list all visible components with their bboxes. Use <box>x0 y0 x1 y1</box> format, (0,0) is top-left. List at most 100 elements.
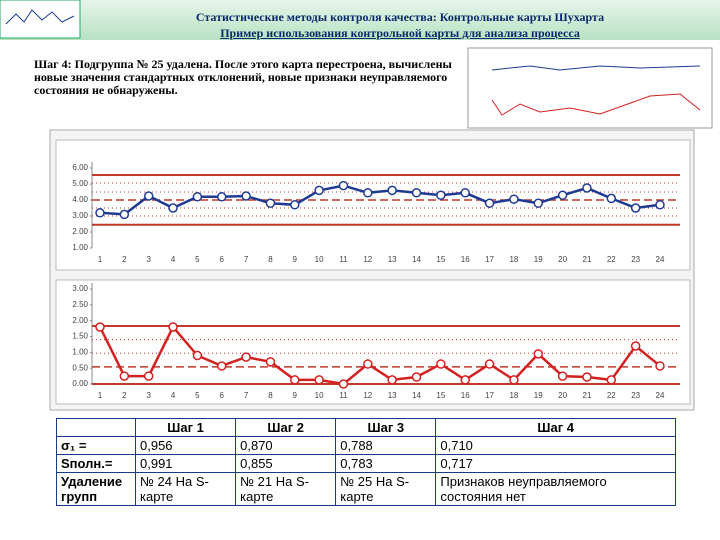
point <box>509 194 519 204</box>
row: σ₁ = 0,956 0,870 0,788 0,710 <box>56 436 676 455</box>
thumb-line <box>491 93 701 116</box>
point <box>338 180 349 191</box>
point <box>192 350 203 361</box>
point <box>557 190 568 200</box>
point <box>582 183 592 193</box>
y-tick-label: 5.00 <box>72 179 88 188</box>
point <box>630 203 641 213</box>
point <box>655 200 665 210</box>
point <box>143 191 154 201</box>
x-tick-label: 17 <box>485 391 494 400</box>
x-tick-label: 5 <box>195 255 200 264</box>
corner <box>56 418 136 437</box>
cell: 0,870 <box>235 436 337 455</box>
cell: 0,710 <box>435 436 676 455</box>
x-tick-label: 22 <box>607 255 616 264</box>
y-tick-label: 3.00 <box>72 284 88 293</box>
x-tick-label: 1 <box>98 255 103 264</box>
x-tick-label: 9 <box>293 391 298 400</box>
x-tick-label: 15 <box>436 255 445 264</box>
x-tick-label: 15 <box>436 391 445 400</box>
header-band <box>0 0 720 40</box>
subtitle: Пример использования контрольной карты д… <box>220 26 580 40</box>
y-tick-label: 3.00 <box>72 211 88 220</box>
title: Статистические методы контроля качества:… <box>195 10 605 24</box>
point <box>216 361 227 371</box>
point <box>509 375 519 385</box>
chart-frame <box>55 139 691 271</box>
x-tick-label: 18 <box>509 391 518 400</box>
point <box>460 375 470 385</box>
cell: 0,788 <box>335 436 437 455</box>
x-tick-label: 6 <box>220 391 225 400</box>
cell: 0,855 <box>235 454 337 473</box>
x-tick-label: 5 <box>195 391 200 400</box>
y-tick-label: 0.50 <box>72 363 88 372</box>
cell: № 21 На S-карте <box>235 472 337 506</box>
th: Шаг 2 <box>235 418 337 437</box>
y-tick-label: 2.00 <box>72 227 88 236</box>
point <box>95 208 105 218</box>
y-tick-label: 1.00 <box>72 347 88 356</box>
x-tick-label: 24 <box>656 255 665 264</box>
x-tick-label: 21 <box>583 255 592 264</box>
point <box>216 192 227 202</box>
x-tick-label: 20 <box>558 255 567 264</box>
point <box>606 375 617 385</box>
y-tick-label: 4.00 <box>72 195 88 204</box>
point <box>533 349 544 359</box>
x-tick-label: 10 <box>315 255 324 264</box>
row: Sполн.= 0,991 0,855 0,783 0,717 <box>56 454 676 473</box>
point <box>265 198 276 208</box>
x-tick-label: 14 <box>412 255 421 264</box>
cell: 0,717 <box>435 454 676 473</box>
table-header: Шаг 1 Шаг 2 Шаг 3 Шаг 4 <box>56 418 676 437</box>
point <box>484 198 495 208</box>
x-tick-label: 11 <box>339 255 348 264</box>
point <box>606 193 617 204</box>
x-tick-label: 7 <box>244 255 249 264</box>
point <box>119 371 130 381</box>
x-tick-label: 9 <box>293 255 298 264</box>
point <box>241 352 251 362</box>
x-tick-label: 23 <box>631 255 640 264</box>
row: Удаление групп № 24 На S-карте № 21 На S-к… <box>56 472 676 506</box>
x-tick-label: 24 <box>656 391 665 400</box>
th: Шаг 1 <box>134 418 237 437</box>
point <box>630 341 641 351</box>
x-tick-label: 4 <box>171 391 176 400</box>
thumbnail <box>467 47 713 129</box>
point <box>533 198 544 208</box>
y-tick-label: 2.00 <box>72 316 88 325</box>
thumb-line <box>491 65 701 71</box>
point <box>95 322 105 332</box>
cell: Признаков неуправляемого состояния нет <box>435 472 676 506</box>
point <box>411 188 422 198</box>
x-tick-label: 13 <box>388 255 397 264</box>
x-tick-label: 16 <box>461 255 470 264</box>
chart-frame <box>55 279 691 405</box>
point <box>387 185 397 196</box>
cell: № 25 На S-карте <box>335 472 437 506</box>
point <box>411 372 422 382</box>
results-table: Шаг 1 Шаг 2 Шаг 3 Шаг 4 σ₁ = 0,956 0,870 0,788… <box>56 418 676 506</box>
point <box>436 359 446 369</box>
x-tick-label: 12 <box>363 255 372 264</box>
x-tick-label: 14 <box>412 391 421 400</box>
x-tick-label: 23 <box>631 391 640 400</box>
x-tick-label: 4 <box>171 255 176 264</box>
x-tick-label: 12 <box>363 391 372 400</box>
point <box>265 357 276 367</box>
x-tick-label: 13 <box>388 391 397 400</box>
point <box>338 379 349 389</box>
th: Шаг 3 <box>335 418 437 437</box>
x-tick-label: 19 <box>534 255 543 264</box>
x-tick-label: 8 <box>268 255 273 264</box>
logo <box>0 0 81 39</box>
cell: Sполн.= <box>56 454 136 473</box>
point <box>557 371 568 381</box>
point <box>460 188 470 198</box>
y-tick-label: 0.00 <box>72 379 88 388</box>
point <box>363 188 373 198</box>
point <box>314 185 324 196</box>
